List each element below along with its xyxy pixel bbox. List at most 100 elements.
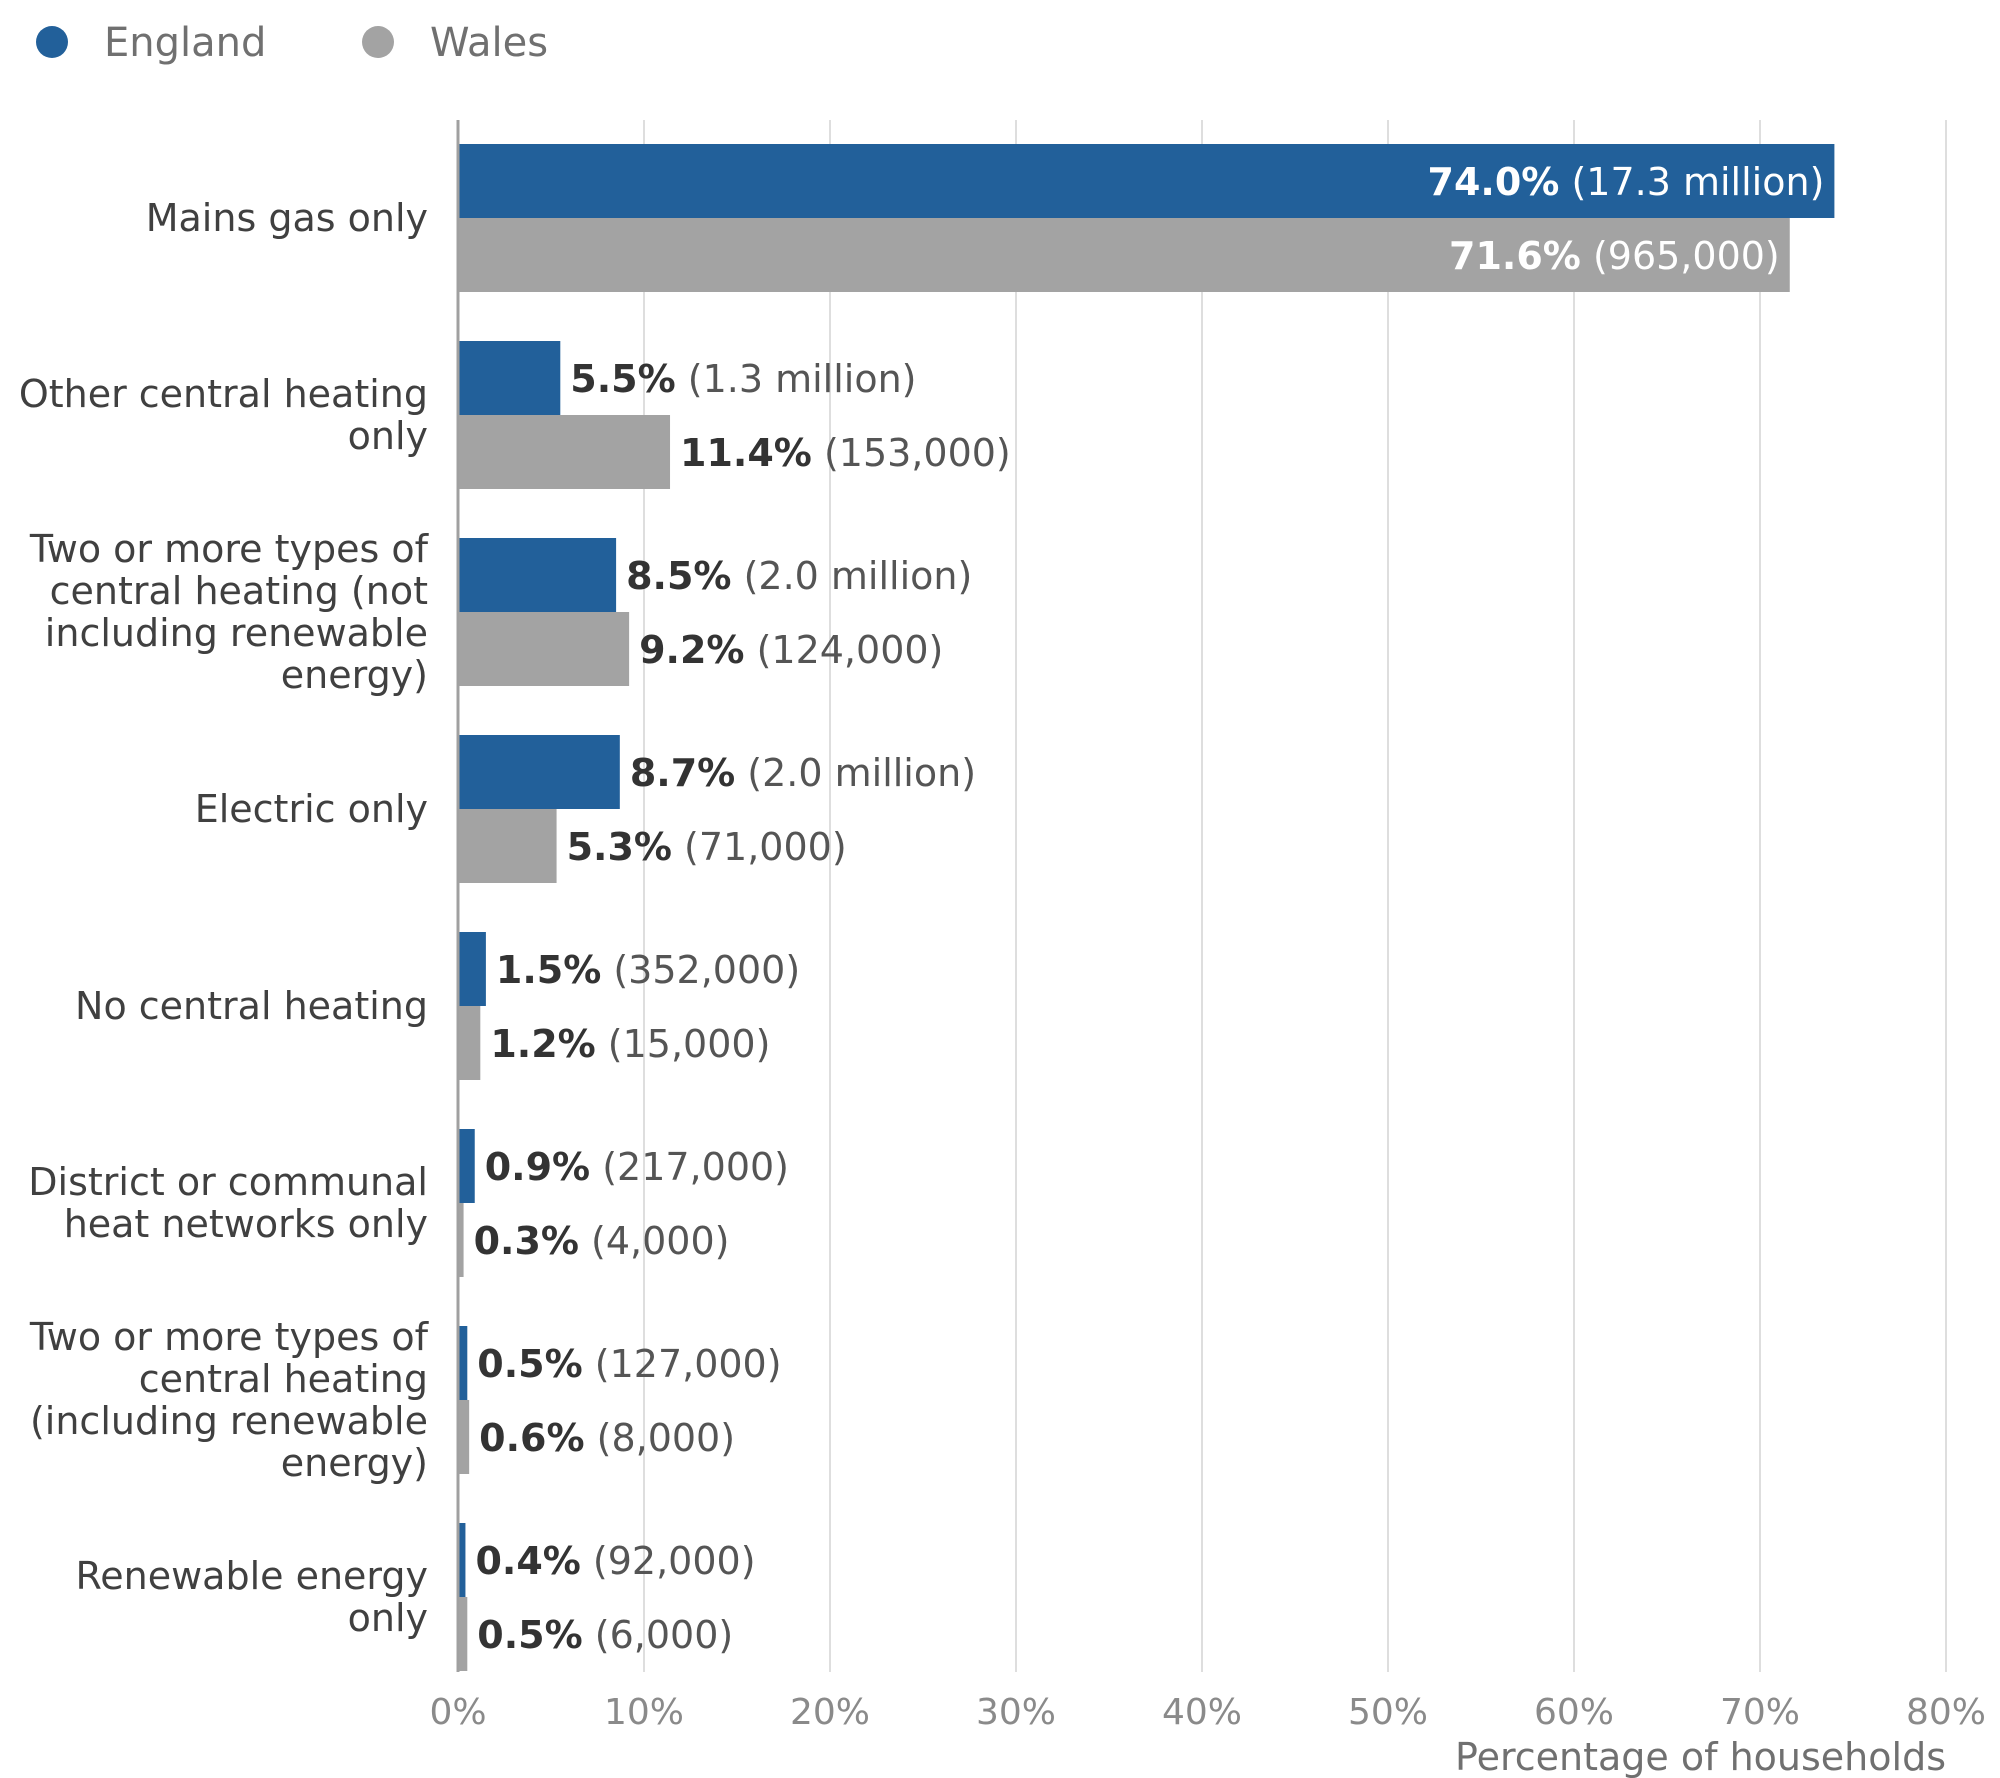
- data-label-wales: 1.2% (15,000): [490, 1022, 770, 1066]
- category-label-line: energy): [281, 1441, 428, 1485]
- data-label-england: 74.0% (17.3 million): [1428, 160, 1825, 204]
- category-label-line: only: [348, 414, 428, 458]
- data-label-count: (2.0 million): [735, 751, 976, 795]
- data-label-percent: 8.7%: [630, 751, 735, 795]
- data-label-wales: 9.2% (124,000): [639, 628, 943, 672]
- bar-england: [458, 341, 561, 415]
- category-label-line: District or communal: [28, 1160, 428, 1204]
- category-label: District or communal heat networks only: [28, 1160, 428, 1246]
- x-tick-label: 40%: [1162, 1692, 1242, 1733]
- category-label-line: only: [348, 1596, 428, 1640]
- bar-england: [458, 932, 486, 1006]
- data-label-percent: 74.0%: [1428, 160, 1560, 204]
- category-label: Electric only: [195, 787, 428, 831]
- x-axis-title: Percentage of households: [1455, 1735, 1946, 1778]
- category-label-line: including renewable: [45, 611, 428, 655]
- data-label-england: 0.5% (127,000): [477, 1342, 781, 1386]
- value-labels: 74.0% (17.3 million) 71.6% (965,000) 5.5% …: [474, 160, 1825, 1657]
- data-label-percent: 0.3%: [474, 1219, 579, 1263]
- legend-label-wales: Wales: [430, 20, 548, 66]
- bar-wales: [458, 1006, 481, 1080]
- data-label-percent: 1.2%: [490, 1022, 595, 1066]
- data-label-percent: 9.2%: [639, 628, 744, 672]
- category-label-line: Mains gas only: [146, 196, 428, 240]
- data-label-count: (6,000): [583, 1613, 734, 1657]
- data-label-count: (2.0 million): [731, 554, 972, 598]
- data-label-count: (965,000): [1581, 234, 1780, 278]
- data-label-wales: 11.4% (153,000): [680, 431, 1011, 475]
- data-label-count: (4,000): [579, 1219, 730, 1263]
- data-label-count: (127,000): [583, 1342, 782, 1386]
- category-label-line: central heating: [139, 1357, 428, 1401]
- data-label-percent: 5.3%: [567, 825, 672, 869]
- bar-england: [458, 735, 620, 809]
- data-label-percent: 71.6%: [1449, 234, 1581, 278]
- category-label: Renewable energy only: [76, 1554, 428, 1640]
- legend-swatch-wales: [362, 26, 394, 58]
- legend: England Wales: [36, 20, 548, 66]
- bars: [458, 144, 1835, 1671]
- data-label-count: (124,000): [745, 628, 944, 672]
- bar-wales: [458, 612, 630, 686]
- x-tick-label: 10%: [604, 1692, 684, 1733]
- bar-wales: [458, 415, 671, 489]
- category-label: Two or more types of central heating (not…: [29, 527, 430, 697]
- category-label-line: Two or more types of: [29, 1315, 430, 1359]
- bar-england: [458, 1326, 468, 1400]
- gridlines: [643, 120, 1947, 1672]
- x-tick-label: 50%: [1348, 1692, 1428, 1733]
- data-label-percent: 8.5%: [626, 554, 731, 598]
- data-label-wales: 71.6% (965,000): [1449, 234, 1780, 278]
- data-label-count: (15,000): [596, 1022, 771, 1066]
- bar-england: [458, 1129, 475, 1203]
- legend-label-england: England: [104, 20, 266, 66]
- bar-england: [458, 1523, 466, 1597]
- data-label-england: 0.9% (217,000): [485, 1145, 789, 1189]
- data-label-percent: 5.5%: [570, 357, 675, 401]
- data-label-count: (1.3 million): [676, 357, 917, 401]
- data-label-count: (92,000): [581, 1539, 756, 1583]
- x-tick-label: 30%: [976, 1692, 1056, 1733]
- data-label-count: (71,000): [672, 825, 847, 869]
- category-label-line: heat networks only: [64, 1202, 428, 1246]
- data-label-england: 1.5% (352,000): [496, 948, 800, 992]
- x-tick-label: 0%: [429, 1692, 486, 1733]
- category-label-line: Two or more types of: [29, 527, 430, 571]
- bar-wales: [458, 218, 1790, 292]
- category-label-line: No central heating: [75, 984, 428, 1028]
- data-label-percent: 0.6%: [479, 1416, 584, 1460]
- category-label-line: Other central heating: [19, 372, 428, 416]
- bar-wales: [458, 809, 557, 883]
- data-label-wales: 0.5% (6,000): [477, 1613, 733, 1657]
- bar-wales: [458, 1597, 468, 1671]
- x-tick-label: 20%: [790, 1692, 870, 1733]
- category-label-line: Renewable energy: [76, 1554, 428, 1598]
- x-tick-label: 80%: [1906, 1692, 1986, 1733]
- x-tick-label: 60%: [1534, 1692, 1614, 1733]
- bar-wales: [458, 1400, 470, 1474]
- data-label-england: 8.7% (2.0 million): [630, 751, 976, 795]
- category-label-line: energy): [281, 653, 428, 697]
- data-label-england: 5.5% (1.3 million): [570, 357, 916, 401]
- x-tick-label: 70%: [1720, 1692, 1800, 1733]
- legend-swatch-england: [36, 26, 68, 58]
- data-label-count: (153,000): [812, 431, 1011, 475]
- data-label-wales: 5.3% (71,000): [567, 825, 847, 869]
- x-axis-ticks: 0% 10% 20% 30% 40% 50% 60% 70% 80%: [429, 1692, 1986, 1733]
- data-label-count: (8,000): [585, 1416, 736, 1460]
- bar-wales: [458, 1203, 464, 1277]
- data-label-count: (17.3 million): [1559, 160, 1824, 204]
- data-label-wales: 0.6% (8,000): [479, 1416, 735, 1460]
- category-label-line: Electric only: [195, 787, 428, 831]
- category-label: Mains gas only: [146, 196, 428, 240]
- category-label-line: (including renewable: [30, 1399, 428, 1443]
- data-label-england: 0.4% (92,000): [475, 1539, 755, 1583]
- data-label-percent: 1.5%: [496, 948, 601, 992]
- data-label-percent: 0.5%: [477, 1342, 582, 1386]
- data-label-count: (352,000): [601, 948, 800, 992]
- data-label-wales: 0.3% (4,000): [474, 1219, 730, 1263]
- category-label: No central heating: [75, 984, 428, 1028]
- bar-england: [458, 144, 1835, 218]
